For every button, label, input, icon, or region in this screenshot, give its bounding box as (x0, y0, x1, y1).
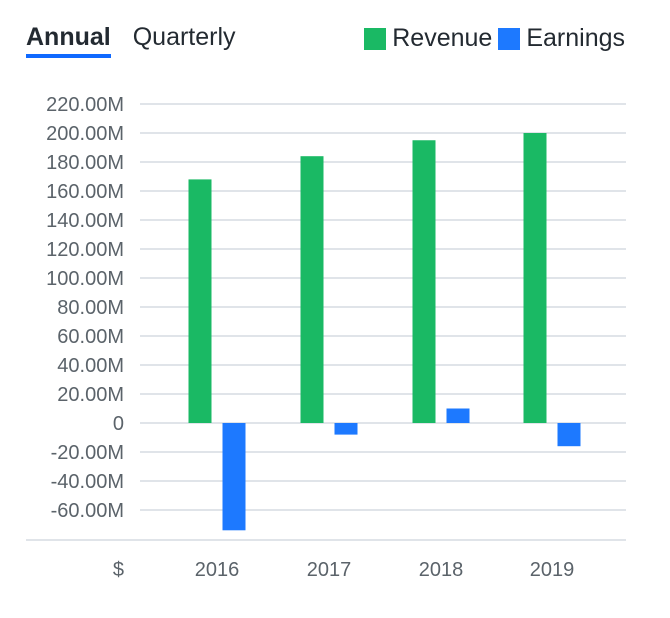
axis-labels: 220.00M 200.00M 180.00M 160.00M 140.00M 120.0… (46, 94, 574, 581)
tab-annual[interactable]: Annual (26, 22, 111, 58)
y-tick-label: 20.00M (57, 384, 124, 406)
y-tick-label: 80.00M (57, 297, 124, 319)
y-tick-label: 40.00M (57, 355, 124, 377)
x-tick-label: 2017 (307, 559, 352, 581)
bar-earnings-2019[interactable] (557, 423, 581, 447)
bar-revenue-2017[interactable] (300, 156, 324, 423)
y-tick-label: 100.00M (46, 268, 124, 290)
currency-label: $ (113, 559, 124, 581)
y-tick-label: 0 (113, 413, 124, 435)
bar-earnings-2016[interactable] (222, 423, 246, 531)
period-tabs: Annual Quarterly (26, 22, 258, 58)
legend-item-earnings[interactable]: Earnings (498, 24, 625, 53)
y-tick-label: 200.00M (46, 123, 124, 145)
y-tick-label: 180.00M (46, 152, 124, 174)
x-tick-label: 2018 (419, 559, 464, 581)
y-tick-label: -60.00M (51, 500, 124, 522)
legend-swatch-revenue (364, 27, 387, 50)
bar-revenue-2019[interactable] (523, 133, 547, 423)
bar-earnings-2018[interactable] (446, 408, 470, 424)
legend-label-earnings: Earnings (526, 24, 625, 52)
legend-swatch-earnings (498, 27, 521, 50)
chart-legend: Revenue Earnings (358, 24, 625, 53)
tab-quarterly[interactable]: Quarterly (132, 23, 236, 51)
bar-earnings-2017[interactable] (334, 423, 358, 435)
y-tick-label: 220.00M (46, 94, 124, 116)
x-tick-label: 2016 (195, 559, 240, 581)
bar-revenue-2016[interactable] (188, 179, 212, 423)
legend-item-revenue[interactable]: Revenue (364, 24, 492, 53)
y-tick-label: 120.00M (46, 239, 124, 261)
y-tick-label: -20.00M (51, 442, 124, 464)
legend-label-revenue: Revenue (392, 24, 493, 52)
bars (188, 133, 581, 531)
x-tick-label: 2019 (530, 559, 575, 581)
y-tick-label: 160.00M (46, 181, 124, 203)
y-tick-label: -40.00M (51, 471, 124, 493)
bar-revenue-2018[interactable] (412, 140, 436, 423)
y-tick-label: 140.00M (46, 210, 124, 232)
y-tick-label: 60.00M (57, 326, 124, 348)
